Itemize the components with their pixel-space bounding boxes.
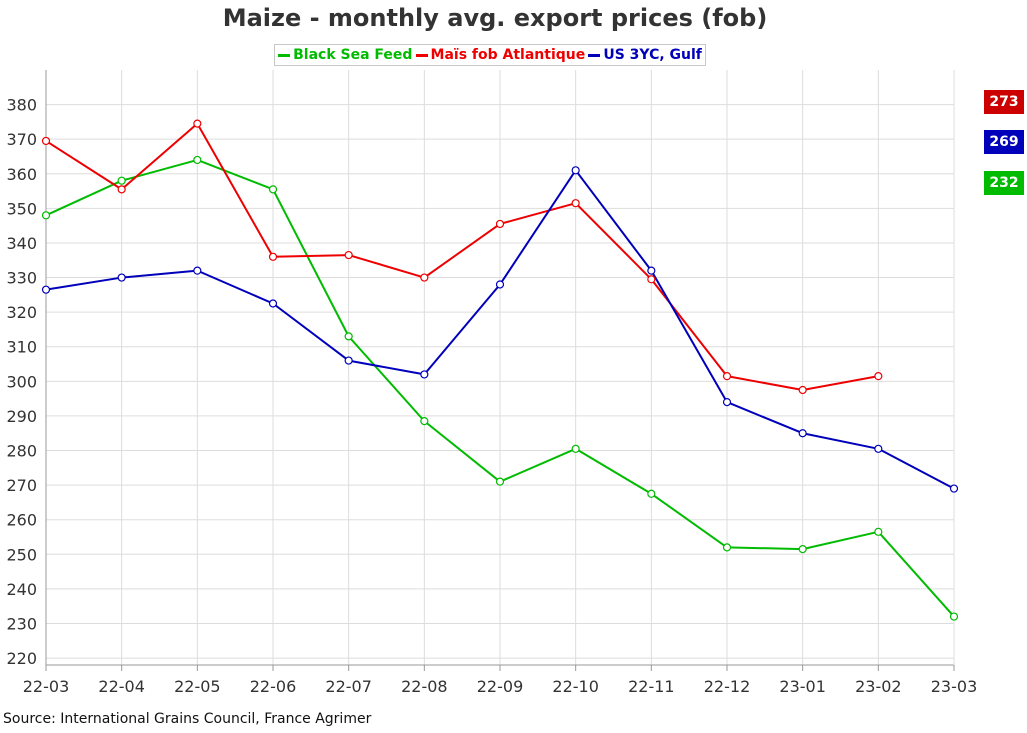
y-tick-label: 280 [6,442,37,461]
legend-swatch [278,53,291,57]
end-value-badge-mais: 273 [984,90,1024,114]
data-point-1 [344,250,353,260]
data-point-2 [41,285,51,294]
y-tick-label: 360 [6,165,37,184]
data-point-0 [571,444,580,453]
y-tick-label: 290 [6,407,37,426]
end-value-badge-black-sea: 232 [984,171,1024,195]
data-point-2 [268,299,278,308]
x-tick-label: 22-05 [174,677,221,696]
y-tick-label: 220 [6,649,37,668]
data-point-0 [647,489,656,498]
y-tick-label: 260 [6,511,37,530]
data-point-0 [193,155,202,165]
chart-legend: Black Sea Feed Maïs fob Atlantique US 3Y… [274,44,706,66]
data-point-2 [117,273,126,282]
data-point-1 [571,199,580,208]
x-tick-label: 22-12 [704,677,751,696]
data-point-2 [874,444,883,453]
y-tick-label: 240 [6,580,37,599]
data-point-2 [722,397,732,407]
chart-title: Maize - monthly avg. export prices (fob) [222,4,768,32]
x-tick-label: 22-07 [325,677,372,696]
legend-label: Maïs fob Atlantique [430,47,586,63]
data-point-0 [722,543,732,552]
legend-swatch [588,53,601,57]
x-tick-label: 22-10 [552,677,599,696]
y-tick-label: 350 [6,199,37,218]
data-point-1 [117,185,126,194]
data-point-1 [268,252,278,261]
x-tick-label: 22-03 [23,677,70,696]
y-tick-label: 250 [6,545,37,564]
data-point-0 [949,612,959,621]
x-tick-label: 22-08 [401,677,448,696]
data-point-0 [268,185,278,194]
data-point-1 [874,372,883,381]
data-point-0 [495,477,505,486]
y-tick-label: 330 [6,269,37,288]
data-point-2 [647,266,656,275]
legend-item-black-sea-feed[interactable]: Black Sea Feed [278,47,412,63]
y-tick-label: 320 [6,303,37,322]
x-tick-label: 23-02 [855,677,902,696]
x-tick-label: 22-09 [477,677,524,696]
y-tick-label: 340 [6,234,37,253]
end-value-badge-us: 269 [984,130,1024,154]
data-point-0 [117,176,126,185]
y-tick-label: 380 [6,96,37,115]
y-tick-label: 270 [6,476,37,495]
data-point-0 [344,332,353,341]
data-point-2 [420,370,429,379]
legend-item-us-3yc-gulf[interactable]: US 3YC, Gulf [588,47,702,63]
legend-label: Black Sea Feed [293,47,413,63]
data-point-1 [495,219,505,229]
x-tick-label: 22-11 [628,677,675,696]
legend-swatch [415,53,428,57]
data-point-2 [571,166,580,175]
data-point-2 [949,484,959,493]
data-point-0 [420,417,429,426]
data-point-2 [193,266,202,275]
x-tick-label: 22-06 [250,677,297,696]
y-tick-label: 310 [6,338,37,357]
x-tick-label: 22-04 [98,677,145,696]
data-point-0 [41,211,51,220]
data-point-1 [193,119,202,128]
data-point-0 [798,545,807,554]
legend-label: US 3YC, Gulf [603,47,702,63]
y-tick-label: 370 [6,130,37,149]
source-note: Source: International Grains Council, Fr… [3,711,372,727]
data-point-1 [798,385,807,395]
legend-item-mais-fob-atlantique[interactable]: Maïs fob Atlantique [415,47,586,63]
y-tick-label: 230 [6,614,37,633]
data-point-2 [798,429,807,438]
data-point-1 [420,273,429,282]
y-tick-label: 300 [6,372,37,391]
x-tick-label: 23-03 [931,677,978,696]
data-point-2 [344,356,353,365]
series-line-1 [45,122,879,391]
data-point-0 [874,527,883,536]
data-point-1 [647,275,656,284]
x-tick-label: 23-01 [779,677,826,696]
data-point-1 [41,136,51,146]
data-point-2 [495,280,505,289]
data-point-1 [722,372,732,381]
